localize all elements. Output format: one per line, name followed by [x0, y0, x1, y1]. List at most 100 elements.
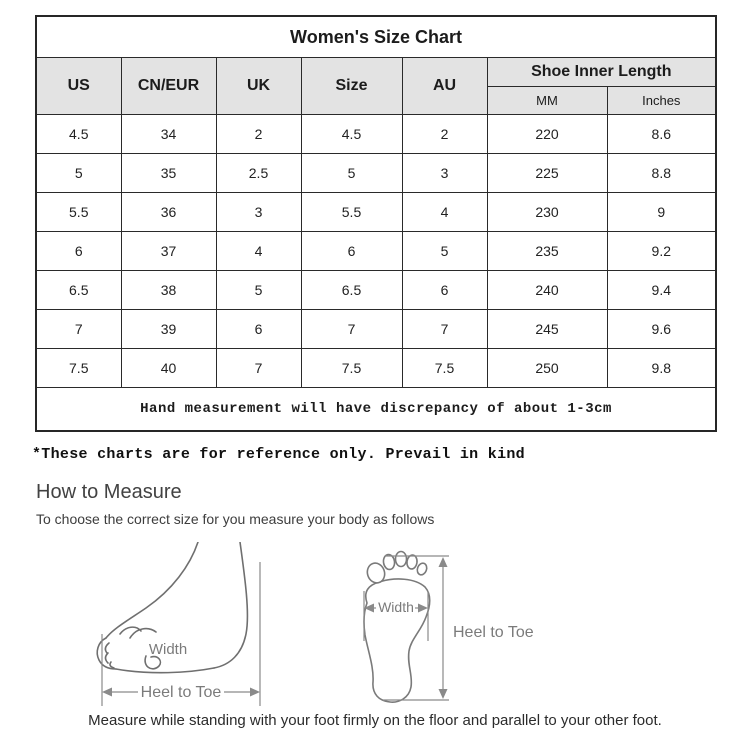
table-cell: 7.5: [300, 348, 403, 388]
table-cell: 6: [300, 231, 403, 271]
table-cell: 36: [120, 192, 217, 232]
measurement-footnote: Hand measurement will have discrepancy o…: [35, 387, 717, 432]
table-cell: 8.6: [606, 114, 717, 154]
table-cell: 2: [401, 114, 488, 154]
column-header-us: US: [35, 57, 122, 115]
table-cell: 5.5: [35, 192, 122, 232]
table-cell: 7.5: [401, 348, 488, 388]
toe-sketch-line: [104, 642, 110, 654]
subheader-row: MM Inches: [36, 86, 717, 115]
how-to-measure-title: How to Measure: [36, 481, 182, 503]
table-cell: 6: [35, 231, 122, 271]
table-cell: 9.2: [606, 231, 717, 271]
table-cell: 6.5: [35, 270, 122, 310]
table-row: 5 35 2.5 5 3 225 8.8: [35, 153, 717, 193]
chart-title: Women's Size Chart: [35, 15, 717, 58]
table-cell: 8.8: [606, 153, 717, 193]
table-cell: 5: [401, 231, 488, 271]
toe: [394, 550, 408, 568]
table-cell: 9: [606, 192, 717, 232]
side-width-label: Width: [149, 641, 187, 658]
table-row: 4.5 34 2 4.5 2 220 8.6: [35, 114, 717, 154]
column-header-uk: UK: [215, 57, 302, 115]
table-cell: 6.5: [300, 270, 403, 310]
table-cell: 5: [215, 270, 302, 310]
column-header-mm: MM: [486, 86, 608, 115]
toe-sketch-line: [109, 661, 115, 669]
table-cell: 220: [486, 114, 608, 154]
table-row: 7 39 6 7 7 245 9.6: [35, 309, 717, 349]
foot-instep-line: [105, 542, 199, 639]
table-cell: 6: [215, 309, 302, 349]
table-cell: 235: [486, 231, 608, 271]
how-to-measure-subtitle: To choose the correct size for you measu…: [36, 511, 435, 527]
table-row: 6 37 4 6 5 235 9.2: [35, 231, 717, 271]
table-cell: 225: [486, 153, 608, 193]
table-row: 6.5 38 5 6.5 6 240 9.4: [35, 270, 717, 310]
table-cell: 6: [401, 270, 488, 310]
table-cell: 4.5: [300, 114, 403, 154]
table-cell: 5.5: [300, 192, 403, 232]
header-row: US CN/EUR UK Size AU Shoe Inner Length: [35, 57, 717, 115]
column-header-inches: Inches: [606, 86, 717, 115]
table-cell: 3: [401, 153, 488, 193]
size-rows: 4.5 34 2 4.5 2 220 8.6 5 35 2.5 5 3 225 8.8 5.5 36 3 5.5 4…: [35, 114, 717, 388]
arrowhead-left-icon: [102, 687, 112, 697]
column-header-cn-eur: CN/EUR: [120, 57, 217, 115]
toe-sketch-line: [104, 652, 109, 664]
table-cell: 230: [486, 192, 608, 232]
table-cell: 39: [120, 309, 217, 349]
top-heel-to-toe-label: Heel to Toe: [453, 624, 534, 641]
table-cell: 250: [486, 348, 608, 388]
toe: [416, 562, 428, 576]
table-cell: 5: [300, 153, 403, 193]
size-chart-table: Women's Size Chart US CN/EUR UK Size AU …: [35, 15, 718, 432]
bottom-caption: Measure while standing with your foot fi…: [88, 712, 662, 729]
table-cell: 2.5: [215, 153, 302, 193]
table-cell: 9.8: [606, 348, 717, 388]
top-width-label: Width: [378, 599, 414, 615]
table-cell: 7.5: [35, 348, 122, 388]
arrowhead-right-icon: [250, 687, 260, 697]
foot-heel-line: [213, 542, 249, 669]
table-cell: 240: [486, 270, 608, 310]
table-cell: 38: [120, 270, 217, 310]
side-heel-to-toe-label: Heel to Toe: [141, 684, 222, 701]
arrowhead-down-icon: [438, 689, 448, 699]
reference-note: *These charts are for reference only. Pr…: [32, 446, 525, 463]
width-pointer-curve: [129, 627, 157, 639]
table-row: 7.5 40 7 7.5 7.5 250 9.8: [35, 348, 717, 388]
table-cell: 5: [35, 153, 122, 193]
title-row: Women's Size Chart: [35, 15, 717, 58]
column-header-au: AU: [401, 57, 488, 115]
table-cell: 3: [215, 192, 302, 232]
footprint-top-view-illustration: Width Heel to Toe: [363, 550, 534, 703]
big-toe: [366, 562, 386, 584]
column-header-shoe-inner-length: Shoe Inner Length: [486, 57, 717, 87]
toe: [382, 553, 396, 571]
foot-toe-front-line: [96, 637, 117, 670]
toe: [406, 554, 418, 570]
table-cell: 7: [300, 309, 403, 349]
table-cell: 7: [215, 348, 302, 388]
arrowhead-right-icon: [418, 603, 428, 613]
arrowhead-left-icon: [364, 603, 374, 613]
table-cell: 9.4: [606, 270, 717, 310]
table-cell: 2: [215, 114, 302, 154]
footnote-row: Hand measurement will have discrepancy o…: [35, 387, 717, 432]
table-cell: 37: [120, 231, 217, 271]
table-row: 5.5 36 3 5.5 4 230 9: [35, 192, 717, 232]
table-cell: 4: [215, 231, 302, 271]
table-cell: 7: [401, 309, 488, 349]
footprint-outline: [363, 578, 431, 703]
table-cell: 9.6: [606, 309, 717, 349]
column-header-size: Size: [300, 57, 403, 115]
foot-side-view-illustration: Heel to Toe Width: [96, 542, 261, 706]
ball-loop-curve: [144, 655, 162, 670]
table-cell: 7: [35, 309, 122, 349]
foot-sole-line: [115, 667, 215, 674]
table-cell: 4: [401, 192, 488, 232]
table-cell: 245: [486, 309, 608, 349]
table-cell: 40: [120, 348, 217, 388]
